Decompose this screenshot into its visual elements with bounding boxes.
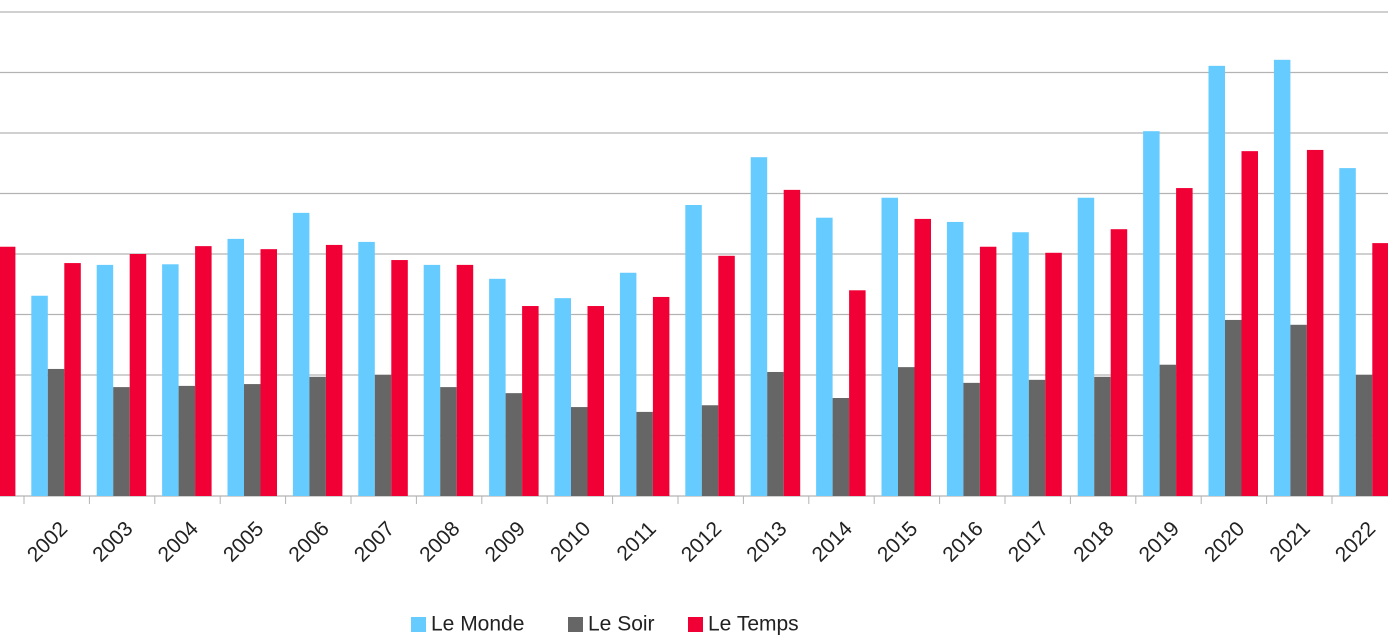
bar — [358, 241, 375, 496]
bar — [1110, 229, 1128, 496]
bar — [701, 405, 719, 496]
legend-label: Le Temps — [708, 613, 799, 636]
bar — [1077, 197, 1095, 497]
bar — [571, 407, 588, 496]
bar — [505, 393, 523, 496]
bar — [0, 246, 16, 496]
bar — [522, 306, 539, 496]
legend-swatch — [411, 617, 426, 632]
x-tick-label: 2010 — [546, 517, 595, 566]
bar — [178, 385, 196, 496]
bar — [96, 264, 114, 496]
bar — [1012, 232, 1029, 496]
x-tick-label: 2021 — [1265, 517, 1314, 566]
x-tick-label: 2005 — [219, 517, 268, 566]
bar — [129, 254, 147, 496]
bar — [1045, 252, 1062, 496]
x-tick-label: 2013 — [742, 517, 791, 566]
bar — [636, 411, 653, 496]
bar — [456, 264, 474, 496]
bar — [227, 238, 244, 496]
bar — [162, 264, 179, 496]
bar — [423, 264, 441, 496]
bar — [260, 249, 277, 496]
bar — [325, 244, 343, 496]
bar — [849, 290, 866, 496]
x-tick-label: 2019 — [1135, 517, 1184, 566]
x-tick-label: 2018 — [1069, 517, 1118, 566]
bar — [1159, 364, 1177, 496]
legend-swatch — [688, 617, 703, 632]
x-tick-label: 2012 — [677, 517, 726, 566]
x-tick-label: 2015 — [873, 517, 922, 566]
bar — [1241, 151, 1258, 496]
bar — [587, 306, 604, 496]
bar — [1143, 131, 1160, 496]
bar — [1372, 243, 1388, 496]
bar — [244, 384, 261, 496]
x-tick-label: 2008 — [415, 517, 464, 566]
bar — [374, 375, 392, 496]
bar — [440, 387, 457, 496]
bar — [1225, 319, 1242, 496]
bar — [767, 371, 784, 496]
bar — [783, 189, 801, 496]
x-tick-label: 2016 — [938, 517, 987, 566]
x-tick-label: 2007 — [350, 517, 399, 566]
bar — [898, 367, 915, 496]
bar — [718, 255, 735, 496]
x-tick-label: 2020 — [1200, 517, 1249, 566]
bar — [1176, 188, 1193, 496]
x-tick-label: 2011 — [613, 517, 661, 565]
bar — [963, 382, 980, 496]
bar — [554, 298, 571, 496]
bar — [619, 272, 637, 496]
x-tick-label: 2002 — [23, 517, 72, 566]
bar — [309, 376, 326, 496]
bar — [1094, 376, 1111, 496]
bar — [1028, 379, 1046, 496]
bar — [1355, 375, 1373, 496]
bar — [832, 397, 850, 496]
bar — [946, 221, 964, 496]
bar — [47, 368, 65, 496]
bar — [685, 204, 702, 496]
bar — [881, 197, 898, 497]
bar — [64, 263, 81, 496]
bar — [391, 260, 408, 496]
bar — [1339, 168, 1356, 496]
x-tick-label: 2006 — [284, 517, 333, 566]
bar — [914, 218, 931, 496]
bar — [195, 246, 212, 496]
legend-label: Le Soir — [588, 613, 655, 636]
bar — [750, 157, 768, 496]
x-tick-label: 2017 — [1004, 517, 1053, 566]
bar — [113, 387, 130, 496]
bar — [1208, 65, 1225, 496]
bar — [31, 295, 48, 496]
bar — [489, 278, 506, 496]
bar — [652, 296, 670, 496]
x-tick-label: 2003 — [88, 517, 137, 566]
x-tick-label: 2009 — [481, 517, 530, 566]
legend-label: Le Monde — [431, 613, 524, 636]
bar — [292, 212, 310, 497]
bar — [1290, 324, 1307, 496]
bar — [1273, 59, 1291, 497]
legend-swatch — [568, 617, 583, 632]
x-tick-label: 2014 — [808, 517, 858, 567]
bar — [816, 217, 833, 496]
bar — [1306, 149, 1324, 496]
x-tick-label: 2022 — [1331, 517, 1380, 566]
bar — [979, 246, 997, 496]
x-tick-label: 2004 — [154, 517, 204, 567]
